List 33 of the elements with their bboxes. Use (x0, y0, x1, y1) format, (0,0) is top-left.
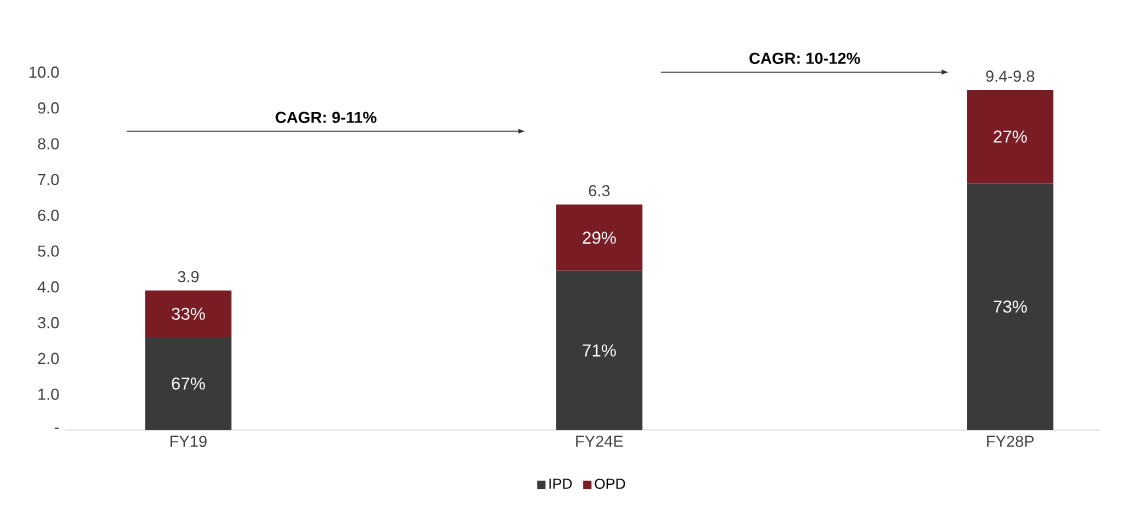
y-tick-label: 10.0 (29, 66, 59, 78)
y-tick-label: 9.0 (38, 102, 59, 114)
legend-label: OPD (594, 478, 626, 489)
y-tick-label: 8.0 (37, 138, 59, 150)
bar (967, 183, 1054, 431)
y-tick-label: 1.0 (38, 388, 59, 400)
bar (556, 270, 643, 431)
annotation: 73% (993, 300, 1027, 313)
y-tick-label: - (54, 427, 59, 429)
y-tick-label: 2.0 (38, 352, 59, 365)
y-tick-label: 3.0 (37, 317, 59, 329)
bar (145, 337, 232, 431)
bar (556, 204, 643, 271)
x-tick-label: FY28P (987, 435, 1034, 447)
annotation: 27% (993, 130, 1027, 143)
annotation: CAGR: 9-11% (275, 111, 377, 123)
y-tick-label: 5.0 (37, 245, 59, 257)
total-label: 9.4-9.8 (986, 70, 1035, 82)
bar (967, 90, 1054, 184)
annotation: 33% (171, 307, 205, 320)
legend-label: IPD (549, 478, 572, 489)
y-tick-label: 6.0 (38, 209, 59, 221)
annotation: 71% (582, 344, 616, 357)
bar (145, 290, 232, 338)
y-tick-label: 4.0 (37, 281, 59, 293)
total-label: 6.3 (588, 185, 610, 197)
y-tick-label: 7.0 (38, 173, 59, 186)
annotation: 67% (171, 377, 205, 390)
x-tick-label: FY19 (170, 435, 207, 447)
total-label: 3.9 (177, 270, 199, 283)
text: CAGR: 10-12% (749, 52, 861, 64)
x-tick-label: FY24E (576, 435, 623, 447)
annotation: 29% (582, 231, 616, 244)
